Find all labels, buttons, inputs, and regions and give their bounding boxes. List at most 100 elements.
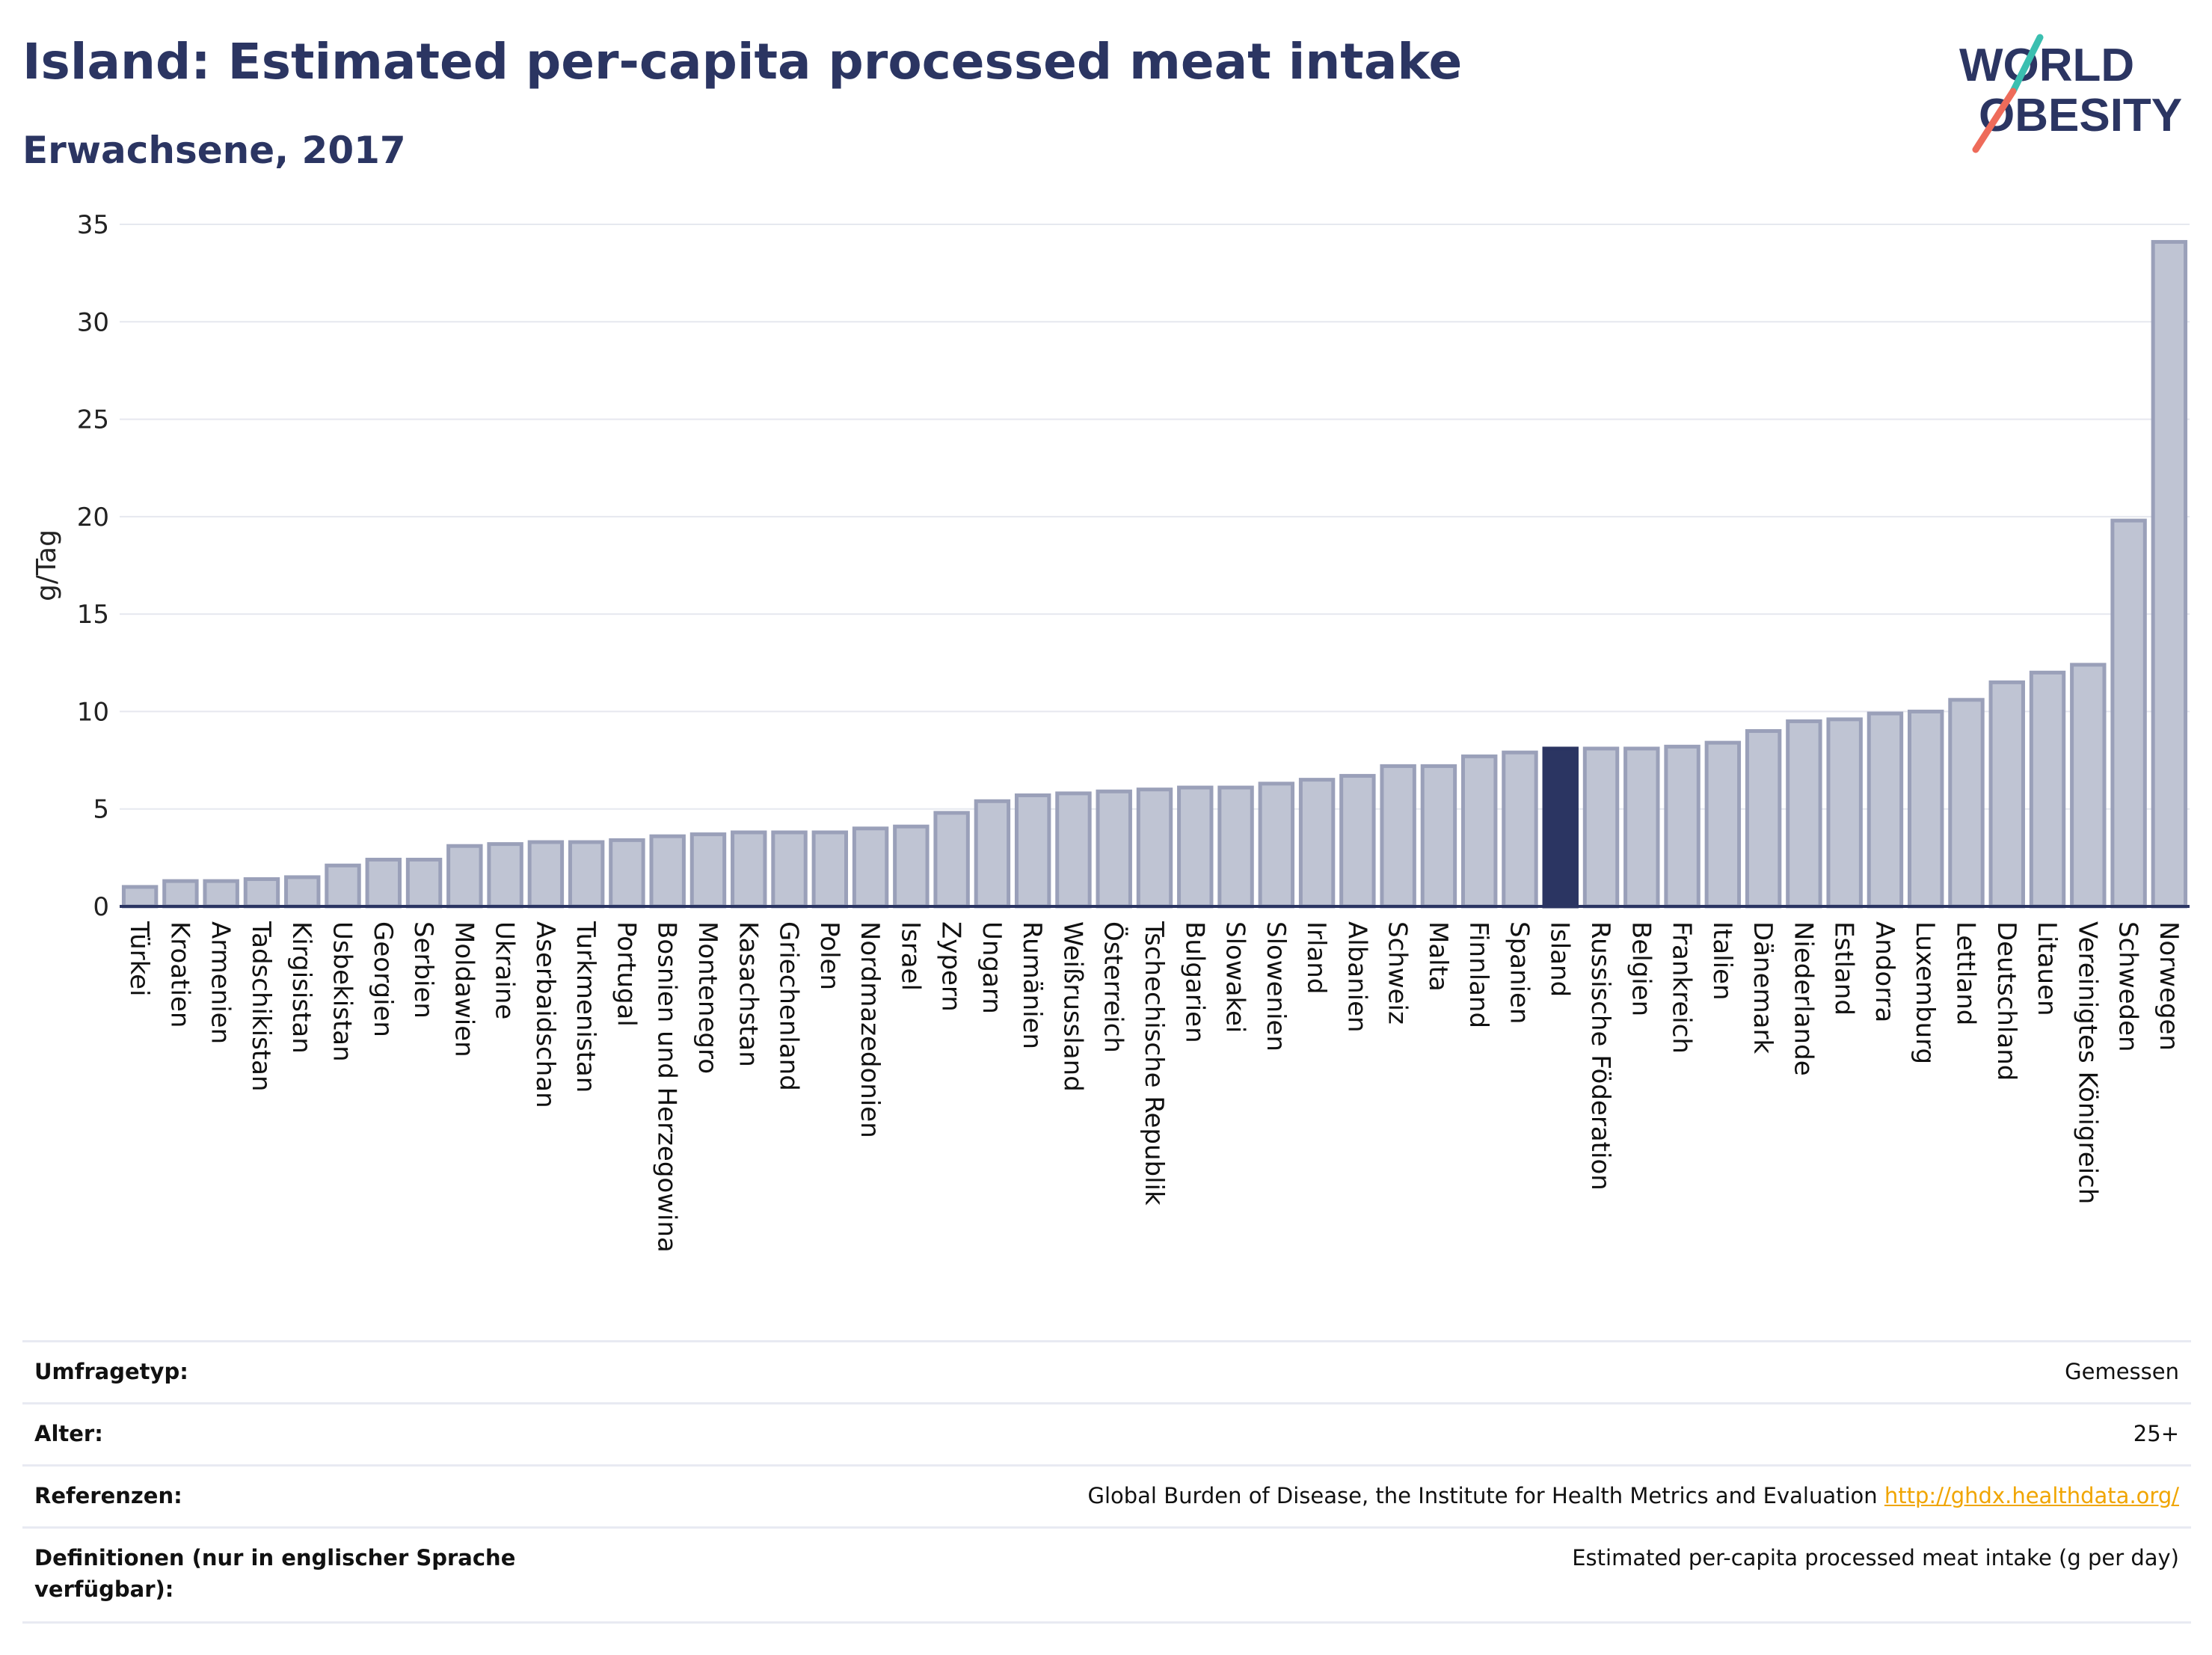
x-tick-label: Vereinigtes Königreich (2072, 921, 2102, 1204)
x-tick-label: Turkmenistan (571, 921, 600, 1093)
bar (893, 824, 930, 909)
info-row-definitions: Definitionen (nur in englischer Sprache … (22, 1526, 2191, 1621)
logo-line2: OBESITY (1979, 90, 2182, 141)
x-tick-label: Ungarn (977, 921, 1007, 1014)
x-tick-label: Tschechische Republik (1139, 921, 1169, 1206)
x-tick-label: Bulgarien (1179, 921, 1209, 1043)
bar (243, 877, 280, 909)
y-tick-label: 20 (77, 503, 109, 532)
x-tick-label: Usbekistan (328, 921, 357, 1062)
bar (405, 857, 443, 909)
x-tick-label: Kasachstan (733, 921, 763, 1067)
y-tick-label: 35 (77, 210, 109, 240)
x-tick-label: Niederlande (1788, 921, 1818, 1076)
bar (2070, 663, 2107, 909)
bar (1380, 764, 1416, 909)
x-tick-label: Schweiz (1383, 921, 1413, 1025)
bar (2151, 239, 2188, 909)
x-tick-label: Lettland (1950, 921, 1980, 1025)
references-label: Referenzen: (34, 1483, 182, 1508)
bar (1664, 744, 1701, 909)
x-tick-label: Kirgisistan (286, 921, 316, 1054)
bar (2029, 670, 2066, 909)
x-tick-label: Moldawien (449, 921, 479, 1057)
x-tick-label: Albanien (1342, 921, 1371, 1033)
bar (1055, 791, 1092, 909)
info-row-references: Referenzen: Global Burden of Disease, th… (22, 1464, 2191, 1526)
y-axis-label: g/Tag (31, 529, 62, 601)
bar-chart: 0 5 10 15 20 25 30 35 g/Tag Türkei Kroatien Armenie… (31, 210, 2190, 1253)
logo-slash-red (1972, 87, 2017, 153)
x-tick-label: Estland (1829, 921, 1859, 1016)
bar (1582, 746, 1620, 909)
x-tick-label: Georgien (368, 921, 398, 1037)
y-tick-label: 0 (93, 892, 109, 922)
logo-slash-teal (2009, 34, 2044, 95)
x-tick-label: Island (1545, 921, 1575, 997)
age-label: Alter: (34, 1421, 103, 1446)
x-tick-label: Ukraine (490, 921, 520, 1019)
references-text: Global Burden of Disease, the Institute … (1087, 1483, 1878, 1508)
page-subtitle: Erwachsene, 2017 (22, 129, 406, 172)
x-tick-label: Nordmazedonien (855, 921, 885, 1138)
references-link[interactable]: http://ghdx.healthdata.org/ (1884, 1483, 2179, 1508)
x-tick-label: Malta (1423, 921, 1453, 992)
bar (121, 885, 159, 909)
bar (2110, 518, 2147, 909)
definitions-value: Estimated per-capita processed meat inta… (1572, 1545, 2179, 1570)
world-obesity-logo[interactable]: WORLD OBESITY (1929, 30, 2199, 157)
x-tick-label: Österreich (1099, 921, 1129, 1053)
x-tick-label: Kroatien (165, 921, 194, 1028)
bar (1014, 793, 1051, 909)
bar (1867, 711, 1904, 909)
x-tick-label: Zypern (936, 921, 966, 1012)
info-row-survey: Umfragetyp: Gemessen (22, 1340, 2191, 1402)
x-tick-label: Türkei (124, 921, 154, 996)
x-tick-label: Norwegen (2154, 921, 2184, 1051)
x-tick-label: Russische Föderation (1585, 921, 1615, 1191)
x-tick-label: Polen (814, 921, 844, 990)
x-tick-label: Andorra (1870, 921, 1899, 1022)
x-tick-label: Schweden (2113, 921, 2143, 1052)
y-tick-label: 10 (77, 697, 109, 727)
definitions-label: Definitionen (nur in englischer Sprache … (34, 1545, 516, 1602)
x-tick-label: Tadschikistan (246, 921, 276, 1092)
y-tick-label: 5 (93, 795, 109, 825)
bar (1136, 787, 1173, 909)
x-tick-label: Italien (1707, 921, 1737, 1001)
bar (1908, 709, 1944, 909)
bar (1420, 764, 1457, 909)
bar (811, 830, 849, 909)
bar (568, 840, 605, 909)
bar (1460, 754, 1498, 909)
bar (446, 844, 483, 909)
x-tick-label: Rumänien (1017, 921, 1047, 1049)
bar (1542, 746, 1579, 909)
x-tick-label: Spanien (1504, 921, 1534, 1024)
bar (1096, 789, 1132, 909)
age-value: 25+ (2133, 1421, 2179, 1446)
x-tick-label: Armenien (206, 921, 236, 1044)
bar (1502, 750, 1538, 909)
x-tick-label: Slowakei (1220, 921, 1250, 1033)
x-tick-label: Deutschland (1991, 921, 2021, 1081)
x-tick-label: Weißrussland (1057, 921, 1087, 1092)
bar (1298, 778, 1336, 909)
bar (933, 811, 970, 909)
bar (731, 830, 767, 909)
bar (365, 857, 402, 909)
x-tick-label: Montenegro (692, 921, 722, 1074)
x-tick-label: Bosnien und Herzegowina (652, 921, 682, 1253)
x-tick-label: Litauen (2032, 921, 2062, 1016)
bar (1258, 782, 1295, 909)
info-row-age: Alter: 25+ (22, 1402, 2191, 1464)
bar (771, 830, 808, 909)
bar (162, 879, 199, 909)
bar (852, 826, 889, 909)
references-value: Global Burden of Disease, the Institute … (1087, 1480, 2179, 1511)
bar (974, 799, 1011, 909)
logo-line1: WORLD (1959, 40, 2134, 91)
x-tick-label: Aserbaidschan (530, 921, 560, 1108)
bar (1826, 717, 1863, 909)
x-tick-label: Slowenien (1261, 921, 1291, 1051)
